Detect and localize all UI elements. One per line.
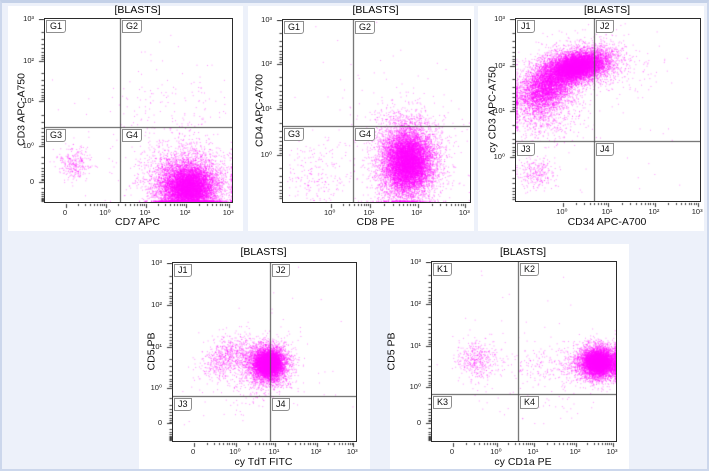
quadrant-label-j2: J2 [272, 264, 290, 277]
x-axis-title: CD34 APC-A700 [567, 216, 647, 228]
x-tick-label: 0 [449, 447, 455, 456]
x-tick-label: 10⁰ [490, 447, 502, 456]
x-tick-label: 0 [190, 447, 196, 456]
x-tick-label: 10⁰ [229, 447, 241, 456]
quadrant-label-j4: J4 [272, 398, 290, 411]
quadrant-label-k1: K1 [433, 263, 453, 276]
dot-plot-canvas[interactable] [173, 263, 356, 441]
x-axis-title: cy TdT FITC [234, 456, 293, 468]
y-axis-title: CD5 PB [145, 332, 158, 371]
quadrant-label-g3: G3 [46, 129, 67, 142]
y-axis-title: CD5 PB [385, 332, 398, 371]
y-tick-label: 10³ [23, 14, 34, 23]
x-tick-label: 10² [411, 208, 423, 217]
y-tick-label: 10² [494, 60, 505, 70]
x-tick-label: 10³ [346, 447, 358, 456]
quadrant-label-k3: K3 [433, 396, 453, 409]
y-tick-label: 10¹ [494, 105, 505, 115]
y-tick-label: 10³ [151, 258, 162, 267]
y-tick-label: 10⁰ [22, 141, 34, 150]
y-tick-label: 10³ [410, 257, 421, 266]
y-tick-label: 10¹ [410, 341, 421, 351]
plot-area[interactable]: K1 K2 K3 K4 [422, 261, 617, 451]
y-tick-label: 10² [261, 58, 272, 68]
x-tick-label: 10¹ [139, 208, 151, 217]
quadrant-label-k4: K4 [520, 396, 540, 409]
plot-area[interactable]: G1 G2 G3 G4 [273, 19, 471, 212]
plot-title: [BLASTS] [240, 246, 287, 258]
quadrant-label-j2: J2 [596, 20, 614, 33]
dot-plot-canvas[interactable] [45, 19, 232, 202]
quadrant-label-j4: J4 [596, 143, 614, 156]
x-tick-label: 10⁰ [99, 208, 111, 217]
y-tick-label: 0 [157, 418, 162, 428]
x-tick-label: 10³ [222, 208, 234, 217]
y-tick-label: 10² [151, 299, 162, 309]
plot-title: [BLASTS] [114, 4, 161, 16]
x-tick-label: 10³ [458, 208, 470, 217]
plot-title: [BLASTS] [352, 4, 399, 16]
y-tick-label: 10² [23, 56, 34, 66]
y-tick-label: 10¹ [151, 341, 162, 351]
y-tick-label: 10¹ [23, 95, 34, 105]
dot-plot-canvas[interactable] [516, 19, 700, 201]
x-tick-label: 0 [62, 208, 68, 217]
dot-plot-canvas[interactable] [283, 20, 470, 202]
plot-area[interactable]: G1 G2 G3 G4 [35, 18, 233, 212]
quadrant-label-g1: G1 [284, 21, 305, 34]
quadrant-label-g1: G1 [46, 20, 67, 33]
x-tick-label: 10¹ [601, 207, 613, 216]
x-tick-label: 10² [310, 447, 322, 456]
y-tick-label: 0 [29, 177, 34, 187]
x-tick-label: 10² [648, 207, 660, 216]
quadrant-label-g2: G2 [355, 21, 376, 34]
y-tick-label: 10⁰ [150, 382, 162, 392]
y-tick-label: 10² [410, 299, 421, 309]
y-tick-label: 10³ [261, 15, 272, 24]
x-tick-label: 10² [179, 208, 191, 217]
plot-area[interactable]: J1 J2 J3 J4 [506, 18, 701, 211]
plot-title: [BLASTS] [583, 4, 631, 16]
y-tick-label: 0 [416, 418, 421, 428]
quadrant-label-g4: G4 [122, 129, 143, 142]
quadrant-label-j1: J1 [517, 20, 535, 33]
quadrant-label-g2: G2 [122, 20, 143, 33]
x-axis-title: cy CD1a PE [494, 456, 552, 468]
dot-plot-canvas[interactable] [432, 262, 616, 441]
quadrant-label-j3: J3 [517, 143, 535, 156]
x-tick-label: 10⁰ [556, 207, 568, 216]
plot-title: [BLASTS] [499, 246, 547, 258]
quadrant-label-g4: G4 [355, 128, 376, 141]
quadrant-label-j3: J3 [174, 398, 192, 411]
x-tick-label: 10² [569, 447, 581, 456]
quadrant-label-k2: K2 [520, 263, 540, 276]
y-tick-label: 10⁰ [260, 149, 272, 159]
y-axis-title: CD3 APC-A750 [15, 73, 28, 146]
quadrant-label-g3: G3 [284, 128, 305, 141]
x-tick-label: 10¹ [363, 208, 375, 217]
x-axis-title: CD8 PE [356, 216, 395, 228]
x-axis-title: CD7 APC [115, 216, 160, 228]
y-tick-label: 10⁰ [409, 382, 421, 392]
y-tick-label: 10⁰ [493, 151, 505, 161]
y-tick-label: 10³ [494, 14, 505, 23]
x-tick-label: 10¹ [268, 447, 280, 456]
x-tick-label: 10⁰ [323, 208, 336, 217]
x-tick-label: 10³ [606, 447, 618, 456]
plot-area[interactable]: J1 J2 J3 J4 [163, 262, 357, 451]
quadrant-label-j1: J1 [174, 264, 192, 277]
x-tick-label: 10¹ [527, 447, 539, 456]
y-tick-label: 10¹ [261, 104, 272, 114]
x-tick-label: 10³ [691, 207, 703, 216]
